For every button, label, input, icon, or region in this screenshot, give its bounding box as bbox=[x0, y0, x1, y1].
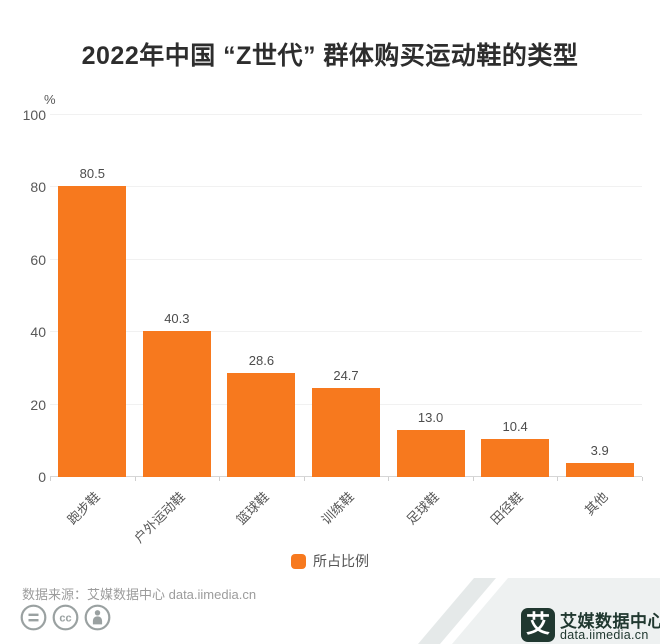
y-axis-tick-label: 60 bbox=[30, 251, 46, 268]
y-axis-tick-label: 40 bbox=[30, 324, 46, 341]
bar-value-label: 13.0 bbox=[417, 409, 444, 425]
bar-value-label: 28.6 bbox=[248, 353, 275, 369]
bar[interactable] bbox=[142, 331, 211, 477]
x-axis-label: 篮球鞋 bbox=[233, 489, 273, 528]
gridline bbox=[50, 114, 642, 115]
bar[interactable] bbox=[481, 439, 550, 477]
legend-marker-icon bbox=[291, 553, 306, 569]
data-source-text: 数据来源：艾媒数据中心 data.iimedia.cn bbox=[22, 587, 257, 602]
brand-logo-icon: 艾 bbox=[521, 608, 555, 642]
y-axis-unit-label: % bbox=[44, 92, 56, 107]
axis-tick bbox=[134, 477, 136, 481]
x-axis-label: 其他 bbox=[581, 489, 611, 519]
y-axis-tick-label: 20 bbox=[30, 396, 46, 413]
x-axis-label: 户外运动鞋 bbox=[130, 489, 188, 546]
y-axis-tick-label: 0 bbox=[38, 469, 46, 485]
bar[interactable] bbox=[227, 373, 296, 477]
bar-value-label: 24.7 bbox=[333, 367, 359, 383]
cc-icon[interactable]: cc bbox=[52, 604, 79, 631]
x-axis-label: 训练鞋 bbox=[318, 489, 357, 528]
axis-tick bbox=[557, 477, 559, 481]
axis-tick bbox=[388, 477, 390, 481]
bar-value-label: 3.9 bbox=[590, 442, 609, 458]
axis-tick bbox=[219, 477, 221, 481]
y-axis-labels: 0 20 40 60 80 100 bbox=[0, 107, 46, 485]
bar[interactable] bbox=[312, 387, 380, 477]
brand-ribbon bbox=[390, 578, 660, 644]
bar-value-label: 10.4 bbox=[502, 419, 528, 435]
legend[interactable]: 所占比例 bbox=[0, 551, 660, 571]
legend-label: 所占比例 bbox=[313, 553, 369, 569]
axis-tick bbox=[642, 477, 643, 481]
bar[interactable] bbox=[565, 462, 634, 477]
gridline bbox=[50, 258, 642, 260]
bar[interactable] bbox=[396, 429, 465, 477]
plot-area: 80.5 跑步鞋 40.3 户外运动鞋 28.6 篮球鞋 24.7 训练鞋 13.0 足球鞋 10.… bbox=[50, 114, 643, 546]
bar[interactable] bbox=[58, 185, 127, 477]
x-axis-label: 田径鞋 bbox=[487, 489, 526, 528]
bar-value-label: 40.3 bbox=[164, 311, 190, 327]
axis-tick bbox=[472, 477, 474, 481]
gridline bbox=[50, 331, 642, 333]
y-axis-tick-label: 80 bbox=[30, 179, 46, 196]
y-axis-tick-label: 100 bbox=[22, 107, 46, 123]
x-axis-label: 足球鞋 bbox=[403, 489, 442, 528]
axis-tick bbox=[50, 477, 51, 481]
axis-tick bbox=[303, 477, 305, 481]
bar-value-label: 80.5 bbox=[79, 165, 105, 181]
chart-title: 2022年中国 “Z世代” 群体购买运动鞋的类型 bbox=[81, 42, 579, 70]
gridline bbox=[50, 186, 642, 188]
svg-text:cc: cc bbox=[59, 613, 71, 625]
x-axis-label: 跑步鞋 bbox=[64, 489, 104, 528]
license-icons: cc bbox=[20, 604, 111, 631]
equals-icon[interactable] bbox=[20, 604, 47, 631]
brand-name: 艾媒数据中心 bbox=[560, 612, 660, 631]
person-icon[interactable] bbox=[84, 604, 111, 631]
brand-site-url: data.iimedia.cn bbox=[560, 628, 649, 642]
